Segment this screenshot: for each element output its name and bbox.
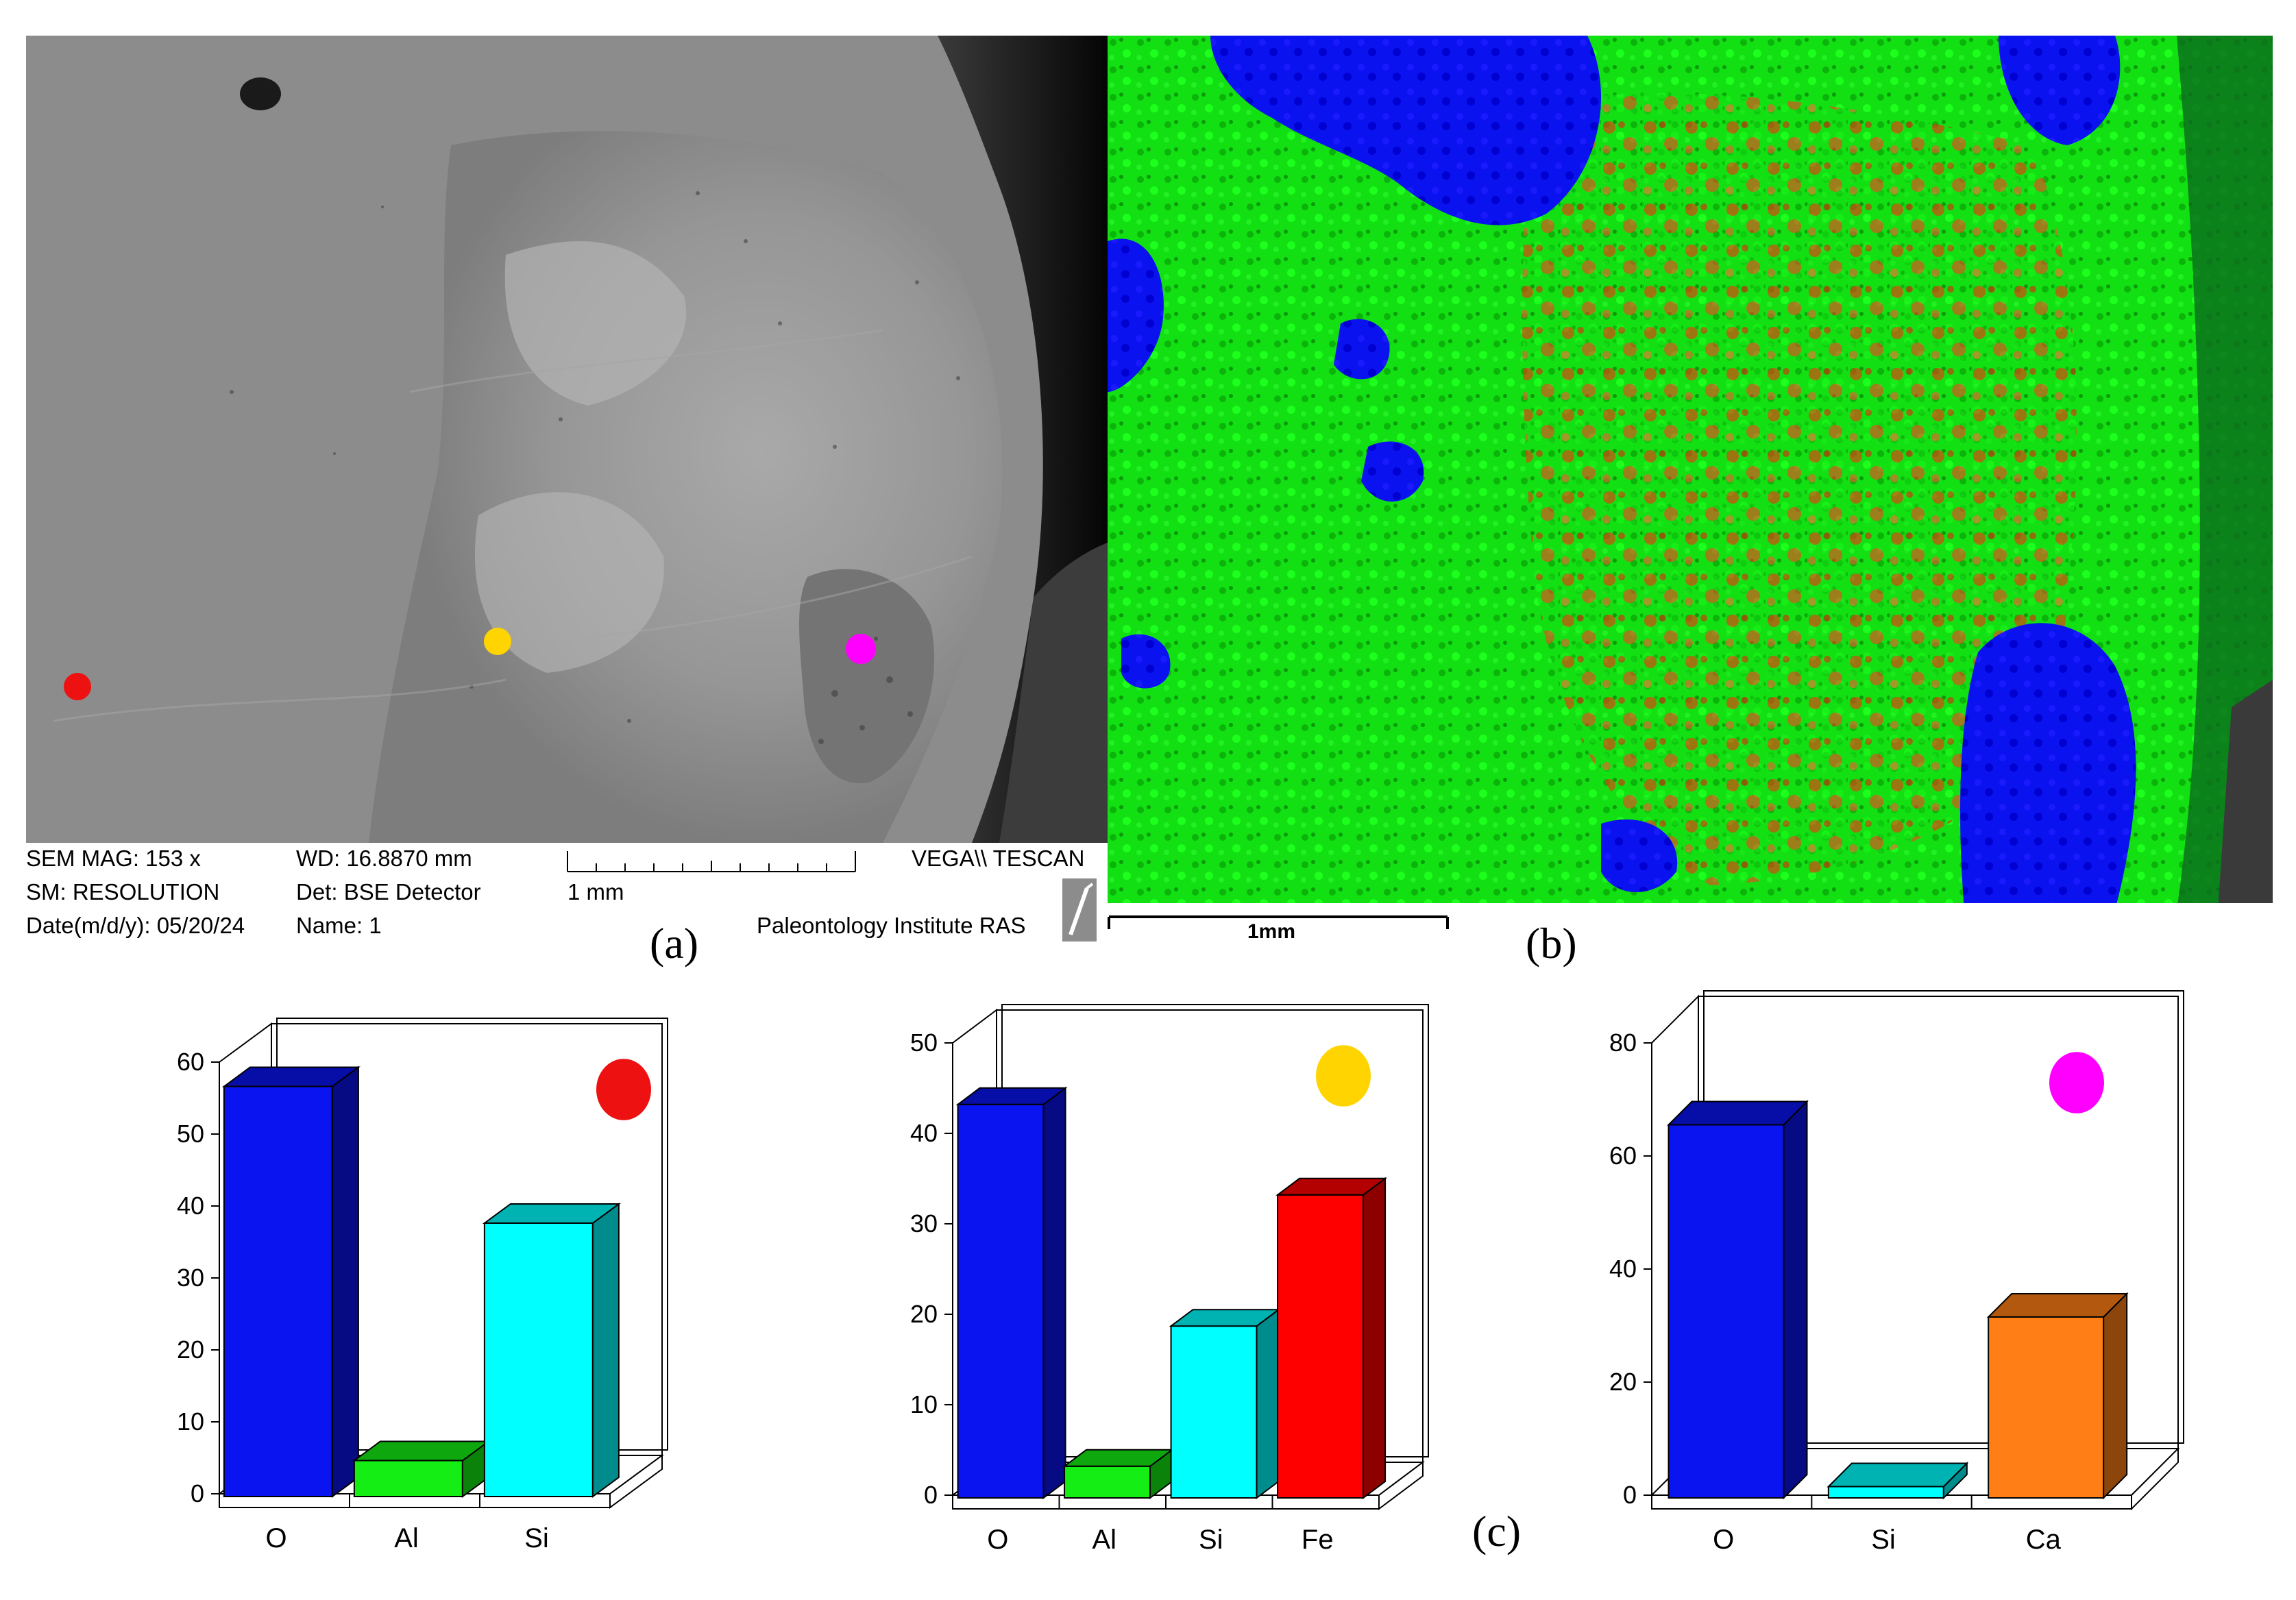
x-category-label: O	[265, 1523, 286, 1553]
bar-o	[955, 1086, 1068, 1499]
bar-si	[482, 1203, 621, 1498]
y-tick-label: 50	[177, 1120, 204, 1148]
panel-a-label: (a)	[650, 919, 699, 968]
x-category-label: Fe	[1302, 1525, 1334, 1555]
x-category-label: Si	[524, 1523, 549, 1553]
x-category-label: Si	[1871, 1525, 1896, 1555]
point-marker-yellow	[1316, 1045, 1371, 1107]
panel-b-label: (b)	[1526, 919, 1577, 968]
x-category-label: Si	[1199, 1525, 1223, 1555]
y-tick-label: 20	[1609, 1368, 1637, 1396]
y-tick-label: 20	[910, 1300, 938, 1328]
bar-o	[1667, 1100, 1809, 1500]
y-tick-label: 50	[910, 1029, 938, 1057]
y-tick-label: 40	[177, 1192, 204, 1220]
y-tick-label: 40	[1609, 1255, 1637, 1283]
y-tick-label: 30	[910, 1209, 938, 1238]
bar-o	[221, 1066, 361, 1498]
eds-element-map	[1108, 36, 2273, 910]
sem-scale-label: 1 mm	[567, 879, 624, 904]
y-tick-label: 10	[910, 1390, 938, 1418]
tescan-logo-icon	[1062, 878, 1097, 941]
y-tick-label: 0	[1623, 1481, 1637, 1509]
sem-bse-image	[26, 36, 1108, 843]
y-tick-label: 60	[1609, 1142, 1637, 1170]
eds-scale-bar	[1108, 915, 1449, 929]
point-marker-magenta	[2049, 1052, 2104, 1113]
eds-chart-red-point: 0 10 20 30 40 50 60 O Al Si	[177, 1018, 668, 1553]
sem-info-col2: WD: 16.8870 mm Det: BSE Detector Name: 1	[296, 841, 481, 942]
point-marker-red	[596, 1059, 651, 1120]
sem-vega-label: VEGA\\ TESCAN	[912, 846, 1085, 871]
sem-mode: SM: RESOLUTION	[26, 879, 220, 904]
sem-institute: Paleontology Institute RAS	[757, 913, 1026, 938]
x-category-label: O	[987, 1525, 1008, 1555]
sem-info-col1: SEM MAG: 153 x SM: RESOLUTION Date(m/d/y…	[26, 841, 245, 942]
x-category-label: O	[1713, 1525, 1734, 1555]
y-tick-label: 60	[177, 1048, 204, 1076]
analysis-point-magenta	[846, 634, 876, 664]
bar-ca	[1986, 1292, 2129, 1500]
y-tick-label: 0	[924, 1481, 938, 1509]
x-category-label: Ca	[2026, 1525, 2062, 1555]
sem-name: Name: 1	[296, 913, 382, 938]
analysis-point-red	[64, 673, 91, 700]
y-tick-label: 0	[191, 1479, 204, 1507]
y-tick-label: 80	[1609, 1029, 1637, 1057]
sem-date: Date(m/d/y): 05/20/24	[26, 913, 245, 938]
panel-c-label: (c)	[1472, 1507, 1522, 1555]
sem-wd: WD: 16.8870 mm	[296, 846, 472, 871]
eds-chart-magenta-point: 0 20 40 60 80 O Si Ca	[1609, 990, 2184, 1555]
bar-si	[1169, 1308, 1281, 1499]
eds-chart-yellow-point: 0 10 20 30 40 50 O Al Si Fe	[910, 1004, 1429, 1555]
sem-mag: SEM MAG: 153 x	[26, 846, 201, 871]
y-tick-label: 30	[177, 1264, 204, 1292]
bar-fe	[1275, 1177, 1388, 1499]
sem-detector: Det: BSE Detector	[296, 879, 481, 904]
analysis-point-yellow	[484, 628, 511, 655]
bar-al	[352, 1440, 491, 1498]
eds-scale-label: 1mm	[1247, 920, 1296, 943]
sem-scale-bar	[567, 851, 856, 872]
y-tick-label: 10	[177, 1407, 204, 1436]
x-category-label: Al	[1092, 1525, 1116, 1555]
bar-al	[1062, 1448, 1175, 1499]
y-tick-label: 40	[910, 1119, 938, 1147]
y-tick-label: 20	[177, 1336, 204, 1364]
x-category-label: Al	[394, 1523, 419, 1553]
bar-si	[1827, 1462, 1969, 1500]
